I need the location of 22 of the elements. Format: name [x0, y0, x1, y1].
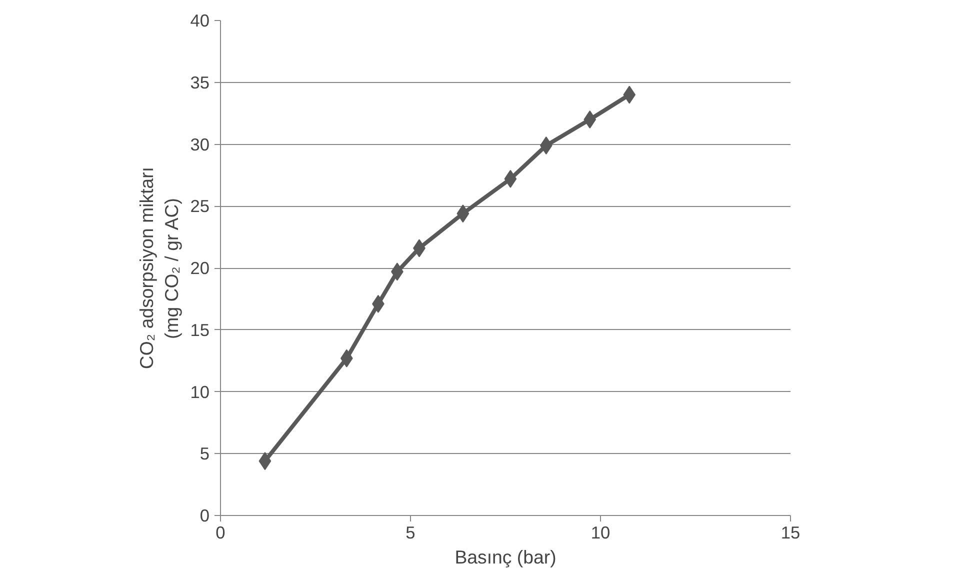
point [504, 170, 517, 188]
y-tick-label: 15 [190, 320, 210, 340]
y-tick-label: 30 [190, 134, 210, 154]
point [540, 136, 552, 154]
x-axis-title: Basınç (bar) [454, 546, 556, 568]
y-axis-title: CO₂ adsorpsiyon miktarı (mg CO₂ / gr AC) [136, 166, 182, 370]
y-tick-label: 10 [190, 382, 210, 402]
y-tick-label: 35 [190, 72, 210, 92]
point [584, 110, 596, 128]
y-tick-label: 40 [190, 10, 210, 30]
y-tick-label: 25 [190, 196, 210, 216]
point [258, 452, 272, 470]
x-tick-label: 0 [216, 522, 226, 542]
point [456, 204, 470, 223]
x-tick-label: 10 [590, 522, 610, 542]
point [623, 86, 636, 104]
y-tick-label: 0 [200, 506, 210, 526]
x-tick-label: 15 [780, 522, 800, 542]
y-tick-label: 20 [190, 258, 210, 278]
x-tick-label: 5 [406, 522, 416, 542]
point [340, 349, 353, 368]
y-tick-label: 5 [200, 444, 210, 464]
